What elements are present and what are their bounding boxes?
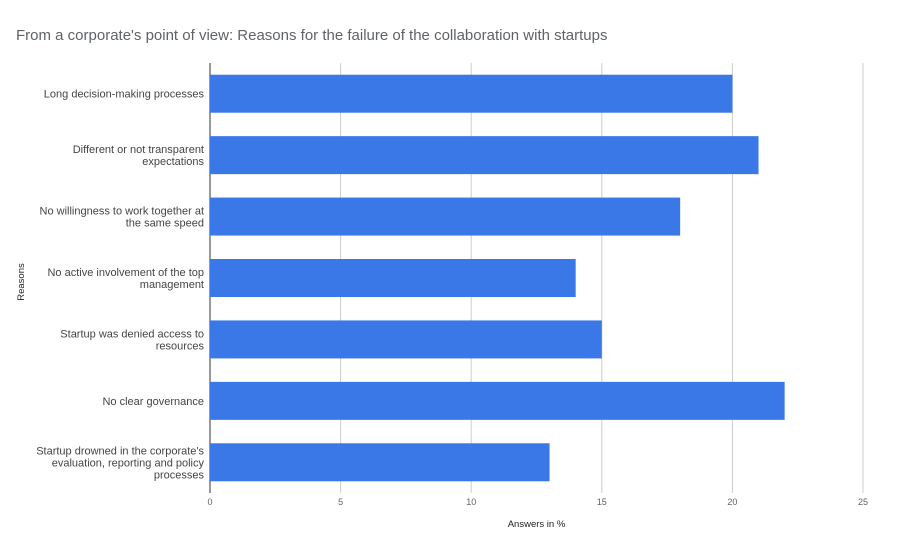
x-axis-title: Answers in % (508, 519, 566, 530)
bars (210, 74, 785, 482)
y-axis-title: Reasons (16, 263, 27, 301)
category-label: No willingness to work together at the sa… (40, 206, 204, 230)
x-tick-label: 0 (207, 497, 212, 507)
category-label: Startup was denied access to resources (60, 328, 204, 352)
bar (210, 259, 576, 297)
y-axis-categories: Long decision-making processes Different … (36, 89, 204, 482)
category-label: Long decision-making processes (44, 89, 205, 101)
bar (210, 197, 681, 236)
bar (210, 381, 785, 420)
x-tick-label: 15 (597, 497, 607, 507)
category-label: Different or not transparent expectations (73, 144, 205, 168)
category-label: No active involvement of the top manageme… (47, 267, 204, 291)
category-label: No clear governance (102, 396, 204, 408)
x-axis-ticks: 0 5 10 15 20 25 (207, 497, 868, 507)
x-tick-label: 10 (466, 497, 476, 507)
bar (210, 443, 550, 482)
chart-title: From a corporate's point of view: Reason… (16, 27, 608, 44)
bar (210, 320, 602, 359)
x-tick-label: 5 (338, 497, 343, 507)
x-tick-label: 25 (858, 497, 868, 507)
category-label: Startup drowned in the corporate's evalua… (36, 445, 204, 481)
bar (210, 136, 759, 175)
bar (210, 74, 733, 113)
x-tick-label: 20 (727, 497, 737, 507)
